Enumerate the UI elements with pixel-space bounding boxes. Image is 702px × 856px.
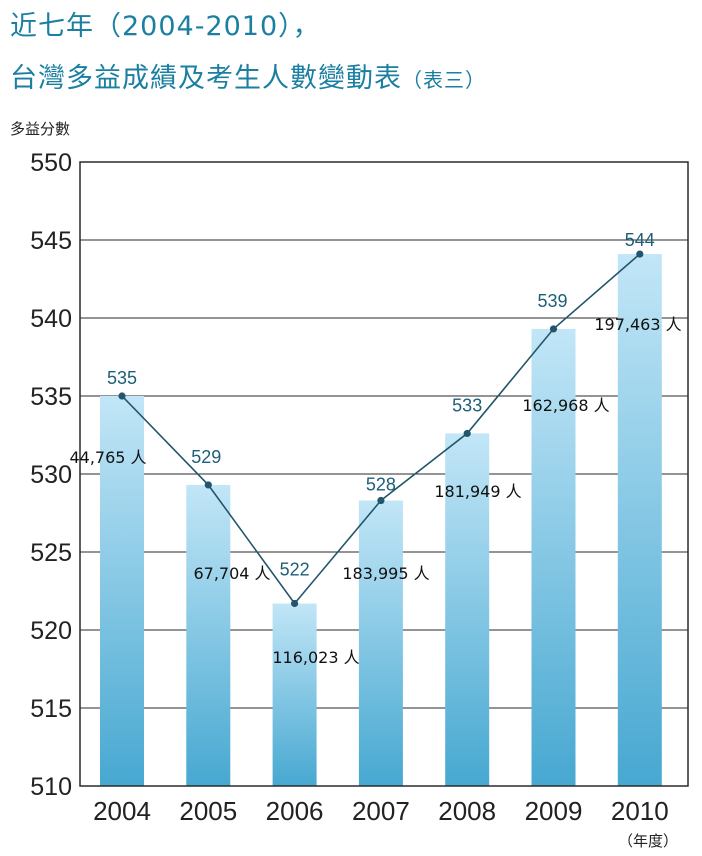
labels: 510 515 520 525 530 535 540 545 550 535 529 522 528 5… bbox=[30, 149, 681, 826]
y-tick-label: 515 bbox=[30, 695, 72, 723]
plot-border bbox=[79, 161, 689, 787]
data-point bbox=[463, 429, 471, 438]
examinee-count-label: 44,765 人 bbox=[69, 448, 146, 467]
chart-title-line1: 近七年（2004-2010）， bbox=[10, 11, 321, 42]
score-label: 529 bbox=[191, 447, 221, 467]
chart-title-line2: 台灣多益成績及考生人數變動表（表三） bbox=[10, 56, 486, 95]
examinee-count-label: 181,949 人 bbox=[434, 482, 521, 501]
score-label: 522 bbox=[280, 559, 310, 579]
trend-line bbox=[118, 250, 644, 608]
score-label: 539 bbox=[537, 291, 567, 311]
x-tick-label: 2006 bbox=[266, 796, 324, 826]
bar bbox=[617, 254, 662, 787]
examinee-count-label: 197,463 人 bbox=[594, 315, 681, 334]
score-label: 528 bbox=[366, 475, 396, 495]
score-label: 535 bbox=[107, 368, 137, 388]
score-label: 533 bbox=[452, 395, 482, 415]
examinee-count-label: 162,968 人 bbox=[522, 396, 609, 415]
x-tick-label: 2005 bbox=[179, 796, 237, 826]
x-tick-label: 2010 bbox=[611, 796, 669, 826]
y-axis-label: 多益分數 bbox=[10, 120, 71, 138]
y-tick-label: 520 bbox=[30, 617, 72, 645]
bar bbox=[445, 433, 490, 786]
bar bbox=[100, 396, 144, 786]
y-tick-label: 545 bbox=[30, 227, 72, 255]
x-axis-unit: （年度） bbox=[618, 832, 679, 850]
y-tick-label: 530 bbox=[30, 461, 72, 489]
data-point bbox=[204, 481, 212, 489]
bar bbox=[186, 484, 231, 786]
x-tick-label: 2008 bbox=[438, 796, 496, 826]
x-tick-label: 2004 bbox=[93, 796, 151, 826]
y-tick-label: 550 bbox=[30, 149, 72, 177]
score-label: 544 bbox=[625, 230, 655, 250]
y-tick-label: 535 bbox=[30, 383, 72, 411]
data-point bbox=[377, 496, 385, 505]
y-tick-label: 510 bbox=[30, 773, 72, 801]
examinee-count-label: 67,704 人 bbox=[193, 564, 270, 583]
x-tick-label: 2009 bbox=[525, 796, 583, 826]
data-point bbox=[549, 325, 558, 333]
data-point bbox=[636, 250, 644, 258]
x-tick-label: 2007 bbox=[352, 796, 410, 826]
bar bbox=[358, 500, 403, 786]
examinee-count-label: 116,023 人 bbox=[272, 648, 359, 667]
data-point bbox=[118, 392, 126, 400]
examinee-count-label: 183,995 人 bbox=[342, 564, 429, 583]
y-tick-label: 540 bbox=[30, 305, 72, 333]
y-tick-label: 525 bbox=[30, 539, 72, 567]
bar bbox=[272, 603, 317, 786]
bar bbox=[531, 328, 576, 786]
data-point bbox=[291, 599, 299, 608]
chart-title-main: 台灣多益成績及考生人數變動表 bbox=[10, 63, 402, 94]
bars bbox=[100, 254, 662, 787]
chart-title-suffix: （表三） bbox=[402, 68, 486, 92]
plot-frame bbox=[79, 161, 689, 787]
